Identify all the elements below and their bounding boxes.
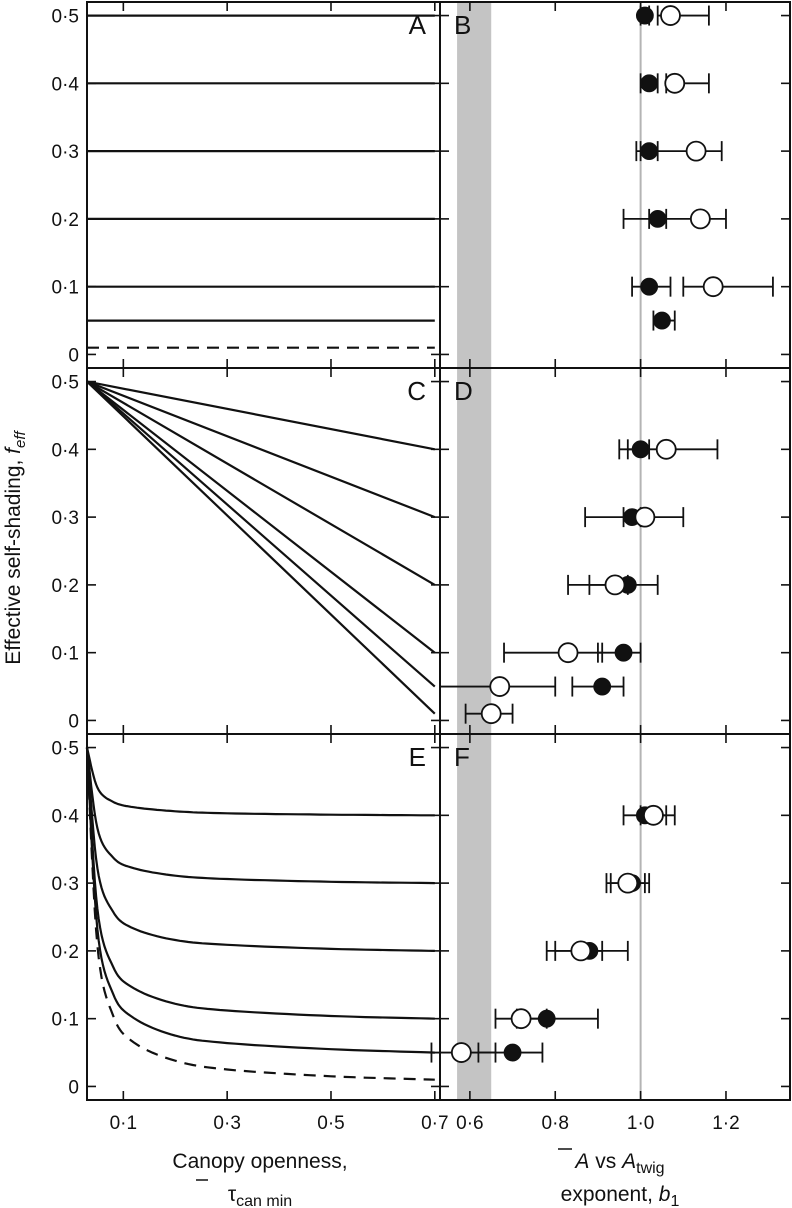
shaded-band (457, 368, 492, 734)
y-tick-label: 0·1 (52, 278, 79, 299)
open-point (689, 208, 711, 230)
y-tick-label: 0·2 (52, 942, 79, 963)
tick-label-layer: 0 0·1 0·2 0·3 0·4 0·5 0 0·1 0·2 0·3 0·4 0·5 0 0·1 0·2 0… (52, 7, 740, 1134)
panel-frame (439, 1, 791, 369)
filled-point (503, 1043, 522, 1062)
series-line (86, 380, 436, 586)
panel-frame (439, 367, 791, 735)
x-tick-label: 0·3 (213, 1113, 240, 1134)
open-point (617, 872, 639, 894)
y-tick-label: 0 (68, 345, 79, 366)
y-tick-label: 0·5 (52, 739, 79, 760)
series-line (85, 747, 435, 952)
panels-layer: A B C D E F (85, 1, 791, 1101)
panel-a: A (86, 1, 441, 369)
panel-label: C (407, 376, 426, 406)
x-tick-label: 0·6 (456, 1113, 483, 1134)
open-point (450, 1042, 472, 1063)
y-tick-label: 0·3 (52, 142, 79, 163)
y-tick-label: 0·1 (52, 644, 79, 665)
left-x-axis-title-line1: Canopy openness, (172, 1150, 347, 1173)
y-tick-label: 0·4 (52, 806, 80, 827)
y-tick-label: 0 (68, 711, 79, 732)
series-line (86, 380, 436, 654)
series-line (86, 380, 436, 715)
panel-label: E (409, 742, 426, 772)
panel-f: F (430, 733, 791, 1101)
panel-label: D (454, 376, 473, 406)
filled-point (635, 6, 654, 25)
y-tick-label: 0·3 (52, 874, 79, 895)
right-x-axis-title-line1: A vs Atwig (573, 1150, 664, 1177)
panel-e: E (85, 733, 441, 1101)
open-point (643, 804, 664, 826)
y-tick-label: 0·3 (52, 508, 79, 529)
x-tick-label: 1·2 (712, 1113, 739, 1134)
x-tick-label: 0·1 (110, 1113, 137, 1134)
series-line (86, 380, 436, 688)
x-tick-label: 0·7 (421, 1113, 448, 1134)
y-tick-label: 0 (68, 1077, 79, 1098)
panel-b: B (439, 1, 791, 369)
open-point (557, 642, 579, 664)
y-tick-label: 0·2 (52, 210, 79, 231)
open-point (655, 438, 677, 460)
open-point (660, 5, 681, 26)
panel-frame (86, 1, 441, 369)
x-tick-label: 0·8 (542, 1113, 569, 1134)
filled-point (648, 209, 667, 228)
open-point (604, 574, 626, 596)
series-line (85, 747, 435, 817)
series-line (86, 380, 436, 519)
open-point (702, 276, 724, 298)
open-point (480, 703, 502, 725)
shaded-band (457, 734, 492, 1100)
dashed-series-line (85, 747, 435, 1081)
panel-c: C (86, 367, 441, 735)
filled-point (653, 311, 671, 330)
filled-point (631, 440, 650, 459)
y-tick-label: 0·5 (52, 7, 79, 28)
open-point (634, 506, 656, 528)
y-axis-title: Effective self-shading, feff (2, 429, 29, 664)
panel-frame (439, 733, 791, 1101)
open-point (685, 140, 707, 162)
panel-d: D (439, 367, 791, 735)
open-point (664, 72, 686, 94)
x-tick-label: 1·0 (627, 1113, 654, 1134)
panel-label: F (454, 742, 470, 772)
series-line (85, 747, 435, 885)
left-x-axis-title-line2: τcan min (228, 1183, 292, 1208)
open-point (570, 940, 592, 962)
open-point (489, 676, 511, 697)
open-point (510, 1008, 532, 1030)
filled-point (593, 677, 612, 696)
y-tick-label: 0·1 (52, 1010, 79, 1031)
right-x-axis-title-line2: exponent, b1 (561, 1183, 680, 1208)
y-tick-label: 0·2 (52, 576, 79, 597)
panel-label: A (409, 10, 427, 40)
filled-point (640, 74, 659, 93)
y-tick-label: 0·5 (52, 373, 79, 394)
series-line (85, 747, 435, 1020)
filled-point (537, 1009, 556, 1028)
series-line (86, 380, 436, 451)
filled-point (640, 142, 659, 161)
series-line (85, 747, 435, 1054)
filled-point (614, 643, 633, 662)
y-tick-label: 0·4 (52, 440, 80, 461)
panel-label: B (454, 10, 471, 40)
filled-point (640, 277, 659, 296)
shaded-band (457, 2, 492, 368)
x-tick-label: 0·5 (317, 1113, 344, 1134)
y-tick-label: 0·4 (52, 74, 80, 95)
